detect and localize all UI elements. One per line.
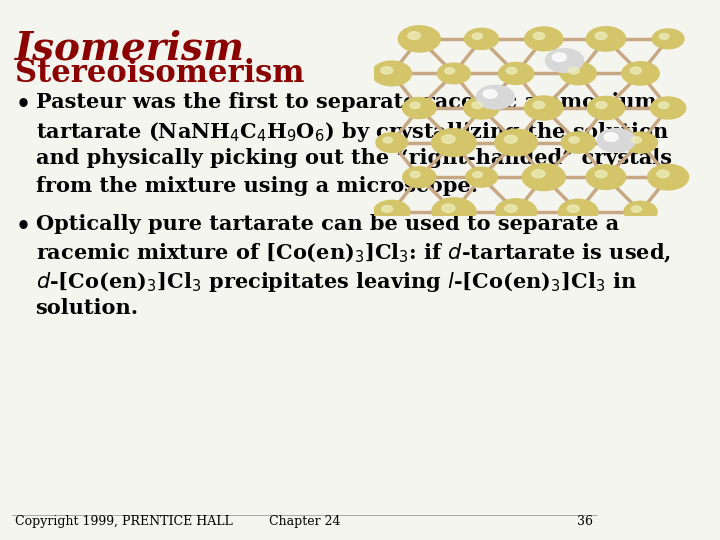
Circle shape — [445, 68, 455, 74]
Circle shape — [534, 32, 545, 39]
Text: Copyright 1999, PRENTICE HALL: Copyright 1999, PRENTICE HALL — [15, 515, 233, 528]
Circle shape — [631, 137, 642, 143]
Text: and physically picking out the “right-handed” crystals: and physically picking out the “right-ha… — [35, 148, 672, 168]
Circle shape — [522, 164, 565, 191]
Circle shape — [410, 171, 420, 178]
Circle shape — [651, 97, 685, 119]
Circle shape — [562, 132, 595, 153]
Circle shape — [630, 67, 642, 74]
Circle shape — [652, 29, 684, 49]
Circle shape — [598, 129, 635, 152]
Circle shape — [604, 133, 618, 141]
Circle shape — [525, 96, 563, 120]
Circle shape — [477, 85, 514, 109]
Circle shape — [382, 205, 392, 212]
Circle shape — [595, 32, 607, 39]
Text: 36: 36 — [577, 515, 593, 528]
Text: Optically pure tartarate can be used to separate a: Optically pure tartarate can be used to … — [35, 214, 618, 234]
Circle shape — [559, 199, 598, 224]
Circle shape — [532, 170, 545, 178]
Circle shape — [402, 98, 436, 118]
Circle shape — [383, 137, 392, 143]
Circle shape — [402, 167, 436, 187]
Circle shape — [586, 165, 626, 190]
Circle shape — [408, 32, 420, 39]
Text: $\it{d}$-[Co(en)$_3$]Cl$_3$ precipitates leaving $\it{l}$-[Co(en)$_3$]Cl$_3$ in: $\it{d}$-[Co(en)$_3$]Cl$_3$ precipitates… — [35, 270, 636, 294]
Circle shape — [472, 33, 482, 39]
Circle shape — [588, 97, 624, 119]
Text: tartarate (NaNH$_4$C$_4$H$_9$O$_6$) by crystallizing the solution: tartarate (NaNH$_4$C$_4$H$_9$O$_6$) by c… — [35, 120, 669, 144]
Circle shape — [505, 135, 517, 143]
Circle shape — [525, 27, 563, 51]
Circle shape — [374, 200, 410, 223]
Circle shape — [506, 68, 517, 74]
Circle shape — [660, 33, 669, 39]
Circle shape — [495, 199, 536, 225]
Circle shape — [595, 102, 607, 109]
Circle shape — [568, 67, 579, 74]
Circle shape — [622, 62, 660, 85]
Circle shape — [483, 90, 497, 98]
Circle shape — [464, 97, 499, 119]
Circle shape — [410, 102, 420, 109]
Circle shape — [657, 170, 669, 178]
Circle shape — [631, 206, 642, 212]
Circle shape — [372, 61, 411, 86]
Circle shape — [560, 62, 596, 85]
Circle shape — [381, 66, 392, 74]
Circle shape — [431, 129, 476, 157]
Circle shape — [498, 63, 534, 84]
Circle shape — [466, 167, 498, 187]
Circle shape — [442, 204, 455, 212]
Text: Stereoisomerism: Stereoisomerism — [15, 58, 305, 89]
Circle shape — [624, 201, 657, 222]
Circle shape — [441, 135, 455, 143]
Circle shape — [505, 205, 517, 212]
Text: from the mixture using a microscope.: from the mixture using a microscope. — [35, 176, 477, 196]
Text: •: • — [15, 214, 30, 238]
Circle shape — [473, 172, 482, 178]
Text: Isomerism: Isomerism — [15, 30, 246, 68]
Circle shape — [534, 102, 545, 109]
Circle shape — [567, 205, 580, 212]
Circle shape — [569, 137, 579, 143]
Circle shape — [437, 63, 470, 84]
Text: Chapter 24: Chapter 24 — [269, 515, 341, 528]
Circle shape — [659, 102, 669, 109]
Circle shape — [595, 170, 607, 178]
Circle shape — [376, 133, 408, 152]
Text: racemic mixture of [Co(en)$_3$]Cl$_3$: if $\it{d}$-tartarate is used,: racemic mixture of [Co(en)$_3$]Cl$_3$: i… — [35, 242, 670, 265]
Circle shape — [472, 102, 482, 109]
Circle shape — [586, 26, 626, 51]
Circle shape — [648, 164, 688, 190]
Circle shape — [552, 53, 566, 62]
Circle shape — [495, 129, 537, 156]
Text: •: • — [15, 92, 30, 116]
Circle shape — [464, 28, 498, 50]
Text: Pasteur was the first to separate racemic ammonium: Pasteur was the first to separate racemi… — [35, 92, 656, 112]
Text: solution.: solution. — [35, 298, 139, 318]
Circle shape — [432, 198, 476, 226]
Circle shape — [398, 26, 441, 52]
Circle shape — [624, 132, 657, 153]
Circle shape — [546, 49, 583, 72]
